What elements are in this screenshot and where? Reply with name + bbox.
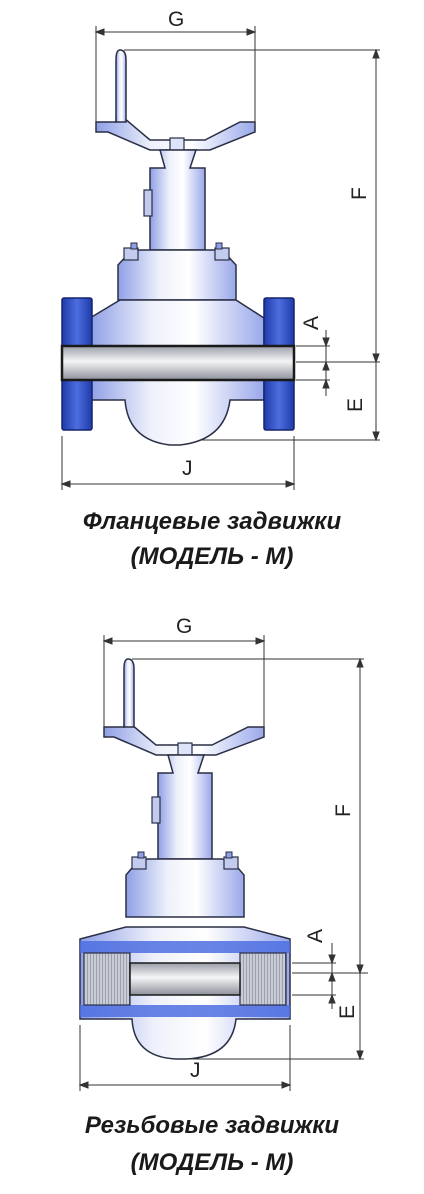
valve-bonnet	[117, 242, 237, 301]
dim-label-f: F	[348, 187, 371, 200]
dim-label-g: G	[168, 8, 184, 31]
flanged-valve-panel: G F A E J Фланцевые задвижки (МОДЕЛЬ - М…	[60, 8, 380, 570]
valve-bore	[129, 962, 241, 996]
handwheel	[103, 658, 265, 756]
valve-stem	[151, 754, 213, 860]
right-threaded-port	[239, 952, 287, 1006]
dim-label-j: J	[190, 1059, 201, 1082]
dim-label-a: A	[304, 929, 327, 943]
valve-bonnet	[125, 851, 245, 918]
dim-label-e: E	[336, 1005, 359, 1019]
caption-title: Резьбовые задвижки	[84, 1112, 340, 1139]
caption-model: (МОДЕЛЬ - М)	[130, 1149, 294, 1176]
dimension-lines	[60, 26, 380, 490]
caption-model: (МОДЕЛЬ - М)	[130, 543, 294, 570]
dimension-lines	[78, 635, 368, 1091]
valve-stem	[143, 149, 206, 251]
handwheel	[95, 49, 256, 151]
valve-bore	[60, 344, 296, 382]
flanged-valve-drawing: G F A E J	[60, 8, 380, 490]
threaded-valve-drawing: G F A E J	[78, 615, 368, 1091]
dim-label-g: G	[176, 615, 192, 638]
dim-label-j: J	[182, 457, 193, 480]
caption-title: Фланцевые задвижки	[82, 508, 342, 535]
left-threaded-port	[83, 952, 131, 1006]
dim-label-e: E	[344, 398, 367, 412]
dim-label-a: A	[300, 316, 323, 330]
threaded-valve-panel: G F A E J Резьбовые задвижки (МОДЕЛЬ - М…	[0, 597, 424, 1194]
dim-label-f: F	[332, 804, 355, 817]
